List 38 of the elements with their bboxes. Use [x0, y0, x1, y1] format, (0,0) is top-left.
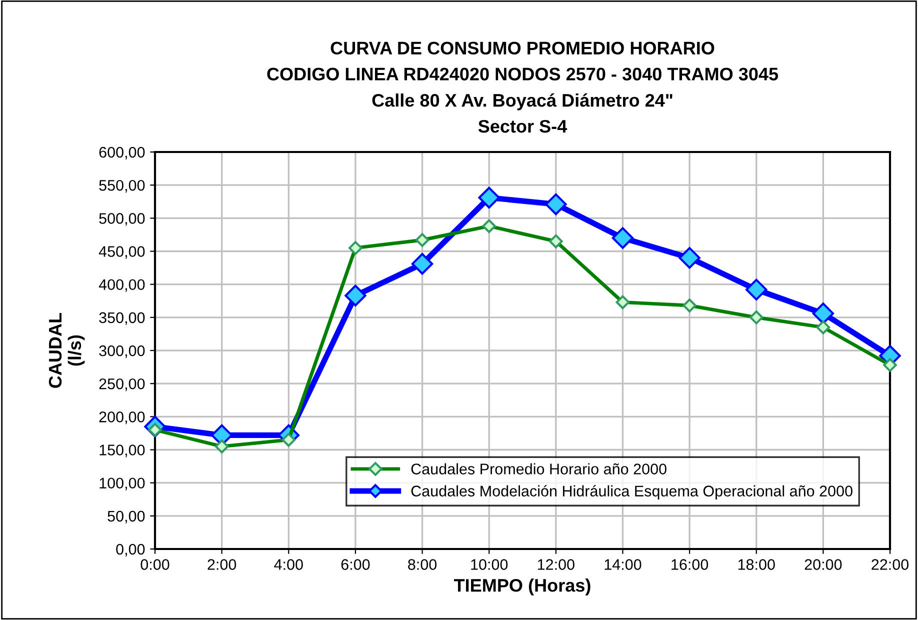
y-tick-label: 150,00 — [100, 444, 145, 458]
point — [612, 227, 634, 249]
y-tick-label: 400,00 — [98, 279, 145, 292]
point — [478, 186, 500, 209]
x-tick-label: 18:00 — [738, 559, 775, 570]
x-tick-label: 22:00 — [872, 559, 909, 570]
y-tick-label: 50,00 — [108, 510, 145, 524]
y-tick-label: 350,00 — [99, 312, 145, 325]
point — [411, 252, 434, 275]
y-tick-label: 0,00 — [116, 544, 145, 556]
x-tick-label: 0:00 — [140, 559, 170, 570]
point — [812, 302, 834, 324]
x-tick-label: 14:00 — [604, 559, 642, 570]
legend-label: Caudales Modelación Hidráulica Esquema Operacional año 2000 — [411, 485, 852, 500]
x-tick-label: 20:00 — [804, 559, 842, 570]
x-tick-label: 4:00 — [274, 559, 303, 570]
y-tick-label: 250,00 — [99, 378, 145, 392]
x-axis-title: TIEMPO (Horas) — [454, 578, 590, 596]
y-axis-title: CAUDAL (l/s) — [48, 312, 85, 388]
y-tick-label: 300,00 — [99, 345, 145, 358]
y-tick-label: 100,00 — [100, 478, 145, 490]
y-tick-label: 500,00 — [99, 213, 145, 226]
y-tick-label: 450,00 — [98, 246, 145, 259]
y-tick-label: 550,00 — [99, 180, 145, 193]
point — [746, 278, 768, 300]
x-tick-label: 8:00 — [408, 559, 437, 570]
x-tick-label: 6:00 — [341, 559, 370, 570]
point — [545, 193, 567, 216]
x-tick-label: 10:00 — [471, 559, 508, 570]
chart-title: CURVA DE CONSUMO PROMEDIO HORARIO CODIGO LINEA RD424020 NODOS 2570 - 3040 TRAMO 3045 Calle 80 X Av. Boyacá Diámetro 24" Sector S-4 — [267, 42, 778, 133]
point — [678, 247, 700, 269]
y-tick-label: 600,00 — [99, 146, 145, 160]
point — [344, 284, 366, 306]
x-tick-label: 12:00 — [538, 559, 574, 570]
x-tick-label: 16:00 — [672, 559, 708, 570]
legend-label: Caudales Promedio Horario año 2000 — [411, 463, 666, 474]
x-tick-label: 2:00 — [208, 559, 236, 570]
y-tick-label: 200,00 — [99, 412, 145, 424]
